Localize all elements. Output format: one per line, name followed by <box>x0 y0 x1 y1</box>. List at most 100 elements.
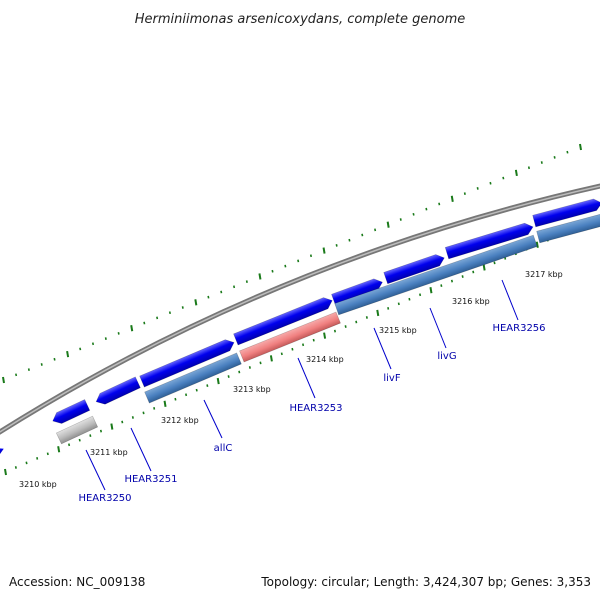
gene-arrow-rev-end[interactable] <box>536 212 600 244</box>
outer-tick <box>335 244 338 247</box>
leader-allc <box>203 399 223 439</box>
gene-arrow-allc[interactable] <box>139 337 237 388</box>
outer-tick <box>53 357 56 361</box>
inner-tick <box>25 461 28 465</box>
outer-tick <box>374 228 377 232</box>
gene-arrow-livg[interactable] <box>383 252 447 285</box>
genome-backbone-highlight <box>0 185 600 433</box>
gene-label-hear3256[interactable]: HEAR3256 <box>492 323 545 334</box>
kbp-label-3212: 3212 kbp <box>161 416 199 425</box>
kbp-label-3211: 3211 kbp <box>90 448 128 457</box>
kbp-label-3215: 3215 kbp <box>379 326 417 335</box>
outer-tick <box>15 373 18 377</box>
inner-tick <box>312 338 315 342</box>
inner-tick <box>461 275 464 278</box>
outer-tick <box>399 218 402 221</box>
inner-tick <box>333 329 337 333</box>
outer-tick <box>566 150 569 154</box>
outer-tick <box>540 161 543 164</box>
outer-tick <box>425 207 428 211</box>
inner-tick <box>493 261 496 265</box>
inner-tick <box>355 320 358 324</box>
outer-tick <box>476 187 479 190</box>
gene-label-livf[interactable]: livF <box>383 373 400 384</box>
outer-tick <box>284 264 287 268</box>
outer-tick <box>245 280 248 283</box>
outer-tick <box>450 195 454 202</box>
gene-arrow-hear3250-fwd[interactable] <box>50 399 91 427</box>
inner-tick <box>429 287 433 294</box>
outer-tick <box>579 143 582 151</box>
inner-tick <box>535 241 539 248</box>
outer-tick <box>489 181 492 185</box>
outer-tick <box>181 306 184 309</box>
outer-tick <box>502 176 505 180</box>
gene-track <box>0 197 600 456</box>
gene-arrow-hear3256[interactable] <box>444 221 535 260</box>
gene-arrow-next[interactable] <box>532 197 600 228</box>
inner-tick <box>89 434 92 437</box>
inner-tick <box>153 407 156 410</box>
gene-labels: HEAR3250 HEAR3251 allC HEAR3253 livF liv… <box>78 323 545 504</box>
inner-tick <box>110 423 114 430</box>
gene-label-allc[interactable]: allC <box>214 443 233 454</box>
inner-tick <box>280 352 283 356</box>
outer-tick <box>117 332 120 335</box>
inner-tick <box>131 416 134 419</box>
inner-tick <box>238 370 241 374</box>
inner-tick <box>291 347 294 351</box>
inner-tick <box>195 388 198 392</box>
outer-tick <box>412 212 415 216</box>
map-title: Herminiimonas arsenicoxydans, complete g… <box>135 12 465 27</box>
kbp-label-3214: 3214 kbp <box>306 355 344 364</box>
inner-tick <box>302 343 305 347</box>
leader-livf <box>373 327 392 370</box>
leader-hear3256 <box>501 279 519 321</box>
outer-tick <box>2 376 5 384</box>
inner-tick <box>450 279 454 283</box>
inner-tick <box>57 446 61 453</box>
outer-tick <box>91 342 95 346</box>
inner-tick <box>248 366 251 369</box>
leader-livg <box>429 307 447 349</box>
outer-tick <box>348 238 351 242</box>
accession-text: Accession: NC_009138 <box>9 575 145 589</box>
kbp-label-3210: 3210 kbp <box>19 480 57 489</box>
outer-tick <box>386 221 390 228</box>
inner-tick <box>99 429 103 433</box>
inner-tick <box>121 420 124 424</box>
inner-tick <box>259 361 262 365</box>
leader-hear3253 <box>297 357 316 399</box>
outer-tick <box>527 166 530 170</box>
outer-tick <box>130 325 134 332</box>
inner-tick <box>408 297 411 301</box>
genome-stats-text: Topology: circular; Length: 3,424,307 bp… <box>260 575 591 589</box>
inner-tick <box>344 325 347 328</box>
gene-arrow-allc-rev[interactable] <box>144 352 242 404</box>
gene-arrow-edge-left[interactable] <box>0 445 5 456</box>
leader-hear3250 <box>85 449 106 491</box>
gene-arrow-hear3251[interactable] <box>94 376 141 407</box>
outer-tick <box>297 259 300 263</box>
inner-tick <box>440 284 443 287</box>
outer-tick <box>309 254 313 258</box>
outer-tick <box>271 269 274 273</box>
gene-label-livg[interactable]: livG <box>437 351 456 362</box>
gene-label-hear3251[interactable]: HEAR3251 <box>124 474 177 485</box>
outer-tick <box>220 290 223 294</box>
inner-tick <box>269 355 273 362</box>
inner-tick <box>472 270 475 274</box>
gene-arrow-rev-long[interactable] <box>334 234 538 316</box>
inner-tick <box>397 302 400 306</box>
outer-tick <box>40 363 43 366</box>
gene-arrow-hear3253-fwd[interactable] <box>233 295 335 346</box>
gene-arrow-hear3253[interactable] <box>239 311 341 363</box>
gene-label-hear3253[interactable]: HEAR3253 <box>289 403 342 414</box>
outer-tick <box>322 247 326 254</box>
kbp-label-3216: 3216 kbp <box>452 297 490 306</box>
gene-arrow-hear3250-gray[interactable] <box>55 415 99 445</box>
inner-tick <box>14 466 17 469</box>
outer-tick <box>207 295 210 299</box>
gene-label-hear3250[interactable]: HEAR3250 <box>78 493 131 504</box>
